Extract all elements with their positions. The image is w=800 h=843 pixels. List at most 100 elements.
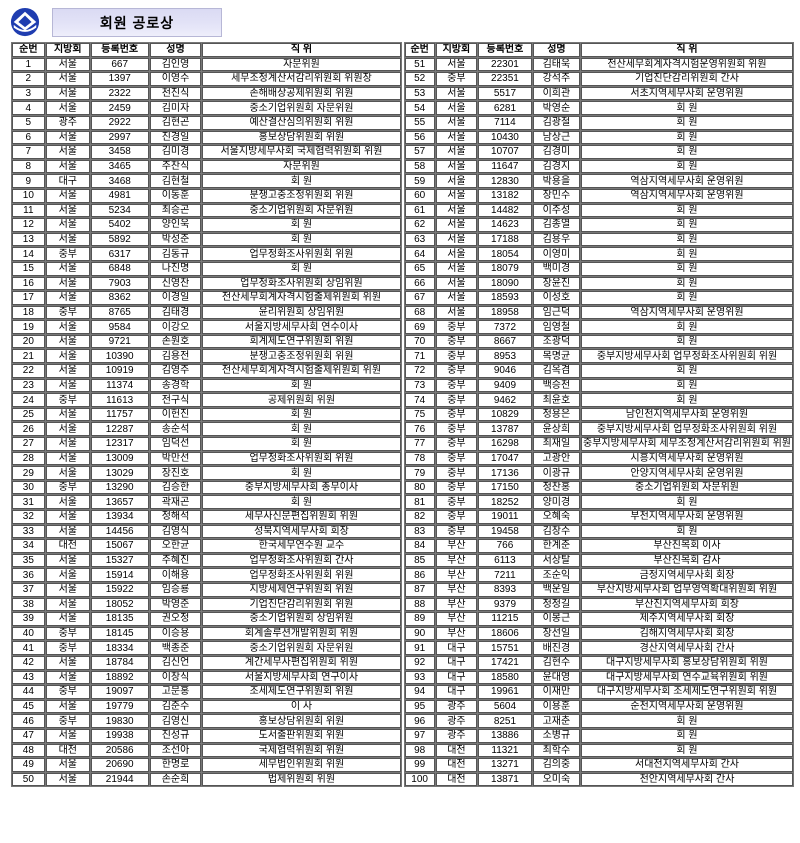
table-row: 27 서울 12317 임덕선 회 원 <box>12 437 401 451</box>
page-header: 회원 공로상 <box>0 0 800 42</box>
cell-no: 29 <box>12 466 45 480</box>
table-row: 14 중부 6317 김동규 업무정화조사위원회 위원 <box>12 247 401 261</box>
cell-region: 서울 <box>45 451 90 466</box>
cell-region: 중부 <box>435 349 478 364</box>
table-row: 38 서울 18052 박영준 기업진단감리위원회 위원 <box>12 597 401 612</box>
cell-regno: 13029 <box>90 466 149 480</box>
cell-position: 업무정화조사위원회 위원 <box>202 247 401 261</box>
cell-no: 92 <box>404 655 435 670</box>
cell-region: 중부 <box>435 378 478 393</box>
cell-regno: 9379 <box>478 597 532 612</box>
cell-regno: 17047 <box>478 451 532 466</box>
cell-no: 100 <box>404 772 435 787</box>
col-header-name: 성명 <box>149 43 202 57</box>
cell-position: 대구지방세무사회 홍보상담위원회 위원 <box>581 655 793 670</box>
table-row: 41 중부 18334 백종준 중소기업위원회 자문위원 <box>12 641 401 655</box>
cell-region: 광주 <box>435 699 478 714</box>
cell-name: 이영수 <box>149 72 202 86</box>
cell-position: 전산세무회계자격시험운영위원회 위원 <box>581 57 793 72</box>
cell-no: 54 <box>404 101 435 115</box>
cell-name: 이동훈 <box>149 188 202 203</box>
cell-position: 회계솔루션개발위원회 위원 <box>202 626 401 641</box>
table-row: 73 중부 9409 백승천 회 원 <box>404 378 793 393</box>
cell-region: 서울 <box>45 101 90 115</box>
cell-name: 박용을 <box>532 174 580 188</box>
cell-regno: 16298 <box>478 437 532 451</box>
cell-no: 46 <box>12 714 45 728</box>
award-tables: 순번 지방회 등록번호 성명 직 위 1 서울 667 김인영 자문위원 2 서울 1397 이… <box>0 42 800 788</box>
table-row: 30 중부 13290 김승한 중부지방세무사회 총무이사 <box>12 480 401 495</box>
cell-regno: 13657 <box>90 495 149 509</box>
cell-position: 부천지역세무사회 운영위원 <box>581 510 793 524</box>
table-row: 53 서울 5517 이희관 서초지역세무사회 운영위원 <box>404 86 793 101</box>
table-row: 97 광주 13886 소병규 회 원 <box>404 728 793 743</box>
cell-no: 18 <box>12 305 45 320</box>
cell-position: 회 원 <box>581 261 793 276</box>
cell-name: 양미경 <box>532 495 580 509</box>
cell-name: 김현곤 <box>149 115 202 130</box>
table-row: 33 서울 14456 김영식 성북지역세무사회 회장 <box>12 524 401 539</box>
cell-name: 한명로 <box>149 758 202 772</box>
cell-name: 김경미 <box>532 145 580 159</box>
cell-no: 20 <box>12 334 45 349</box>
cell-name: 김신언 <box>149 655 202 670</box>
cell-position: 회 원 <box>581 247 793 261</box>
cell-region: 부산 <box>435 553 478 568</box>
table-row: 68 서울 18958 임근덕 역삼지역세무사회 운영위원 <box>404 305 793 320</box>
cell-name: 소병규 <box>532 728 580 743</box>
cell-name: 이주성 <box>532 203 580 218</box>
cell-regno: 12830 <box>478 174 532 188</box>
cell-no: 52 <box>404 72 435 86</box>
cell-name: 김종열 <box>532 218 580 232</box>
cell-name: 진경일 <box>149 130 202 145</box>
cell-position: 중부지방세무사회 총무이사 <box>202 480 401 495</box>
cell-position: 예산결산심의위원회 위원 <box>202 115 401 130</box>
cell-no: 23 <box>12 378 45 393</box>
cell-position: 서울지방세무사회 국제협력위원회 위원 <box>202 145 401 159</box>
table-row: 95 광주 5604 이용훈 순천지역세무사회 운영위원 <box>404 699 793 714</box>
cell-position: 회 원 <box>581 320 793 334</box>
cell-regno: 15914 <box>90 568 149 582</box>
cell-name: 박만선 <box>149 451 202 466</box>
cell-no: 94 <box>404 685 435 699</box>
award-table-right: 순번 지방회 등록번호 성명 직 위 51 서울 22301 김태욱 전산세무회계자격시… <box>403 42 794 788</box>
cell-region: 대전 <box>435 758 478 772</box>
table-row: 59 서울 12830 박용을 역삼지역세무사회 운영위원 <box>404 174 793 188</box>
cell-position: 회 원 <box>581 159 793 174</box>
table-row: 50 서울 21944 손순희 법제위원회 위원 <box>12 772 401 787</box>
table-header-row: 순번 지방회 등록번호 성명 직 위 <box>404 43 793 57</box>
cell-position: 성북지역세무사회 회장 <box>202 524 401 539</box>
cell-position: 지방세제연구위원회 위원 <box>202 582 401 597</box>
table-row: 24 중부 11613 전구식 공제위원회 위원 <box>12 393 401 407</box>
cell-no: 12 <box>12 218 45 232</box>
cell-regno: 766 <box>478 539 532 553</box>
cell-region: 서울 <box>435 276 478 291</box>
cell-no: 65 <box>404 261 435 276</box>
cell-no: 6 <box>12 130 45 145</box>
table-row: 52 중부 22351 강석주 기업진단감리위원회 간사 <box>404 72 793 86</box>
cell-position: 중소기업위원회 상임위원 <box>202 612 401 626</box>
cell-position: 중소기업위원회 자문위원 <box>581 480 793 495</box>
cell-no: 62 <box>404 218 435 232</box>
cell-name: 김영주 <box>149 364 202 378</box>
cell-no: 77 <box>404 437 435 451</box>
cell-region: 서울 <box>45 276 90 291</box>
cell-region: 중부 <box>45 641 90 655</box>
table-row: 62 서울 14623 김종열 회 원 <box>404 218 793 232</box>
table-row: 90 부산 18606 장선일 김해지역세무사회 회장 <box>404 626 793 641</box>
table-row: 35 서울 15327 주혜진 업무정화조사위원회 간사 <box>12 553 401 568</box>
cell-position: 업무정화조사위원회 위원 <box>202 451 401 466</box>
cell-regno: 1397 <box>90 72 149 86</box>
cell-regno: 11321 <box>478 743 532 758</box>
cell-regno: 9584 <box>90 320 149 334</box>
cell-regno: 8362 <box>90 291 149 305</box>
cell-regno: 6317 <box>90 247 149 261</box>
cell-regno: 19097 <box>90 685 149 699</box>
cell-no: 49 <box>12 758 45 772</box>
cell-name: 임승룡 <box>149 582 202 597</box>
cell-regno: 9046 <box>478 364 532 378</box>
cell-regno: 18958 <box>478 305 532 320</box>
cell-no: 5 <box>12 115 45 130</box>
table-row: 8 서울 3465 주찬식 자문위원 <box>12 159 401 174</box>
cell-region: 부산 <box>435 626 478 641</box>
